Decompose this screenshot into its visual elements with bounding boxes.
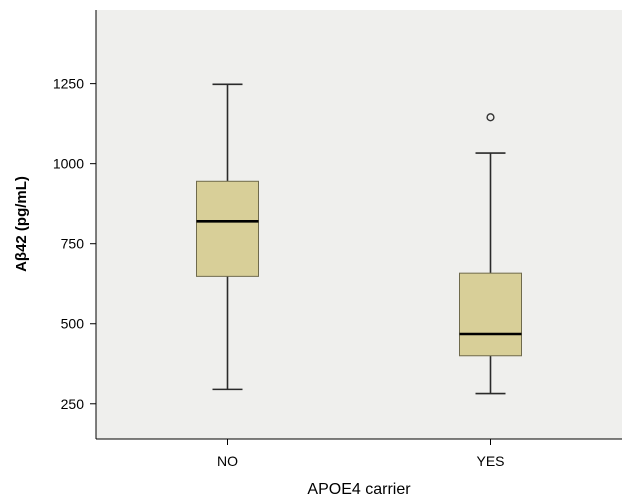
y-tick-label: 750: [61, 236, 85, 252]
y-tick-label: 1250: [53, 76, 84, 92]
iqr-box: [196, 180, 259, 277]
x-axis-label: APOE4 carrier: [307, 481, 411, 498]
y-tick-label: 500: [61, 316, 85, 332]
ticks-layer: 250 500 750 1000 1250 NO YES: [53, 76, 505, 469]
y-tick-label: 1000: [53, 156, 84, 172]
y-tick-label: 250: [61, 396, 85, 412]
y-axis-label: Aβ42 (pg/mL): [13, 176, 30, 272]
outlier-point: [486, 113, 495, 122]
iqr-box: [459, 272, 522, 357]
marks-layer: [196, 83, 522, 395]
plot-area: [96, 10, 622, 439]
x-tick-label: NO: [217, 453, 238, 469]
x-tick-label: YES: [476, 453, 504, 469]
